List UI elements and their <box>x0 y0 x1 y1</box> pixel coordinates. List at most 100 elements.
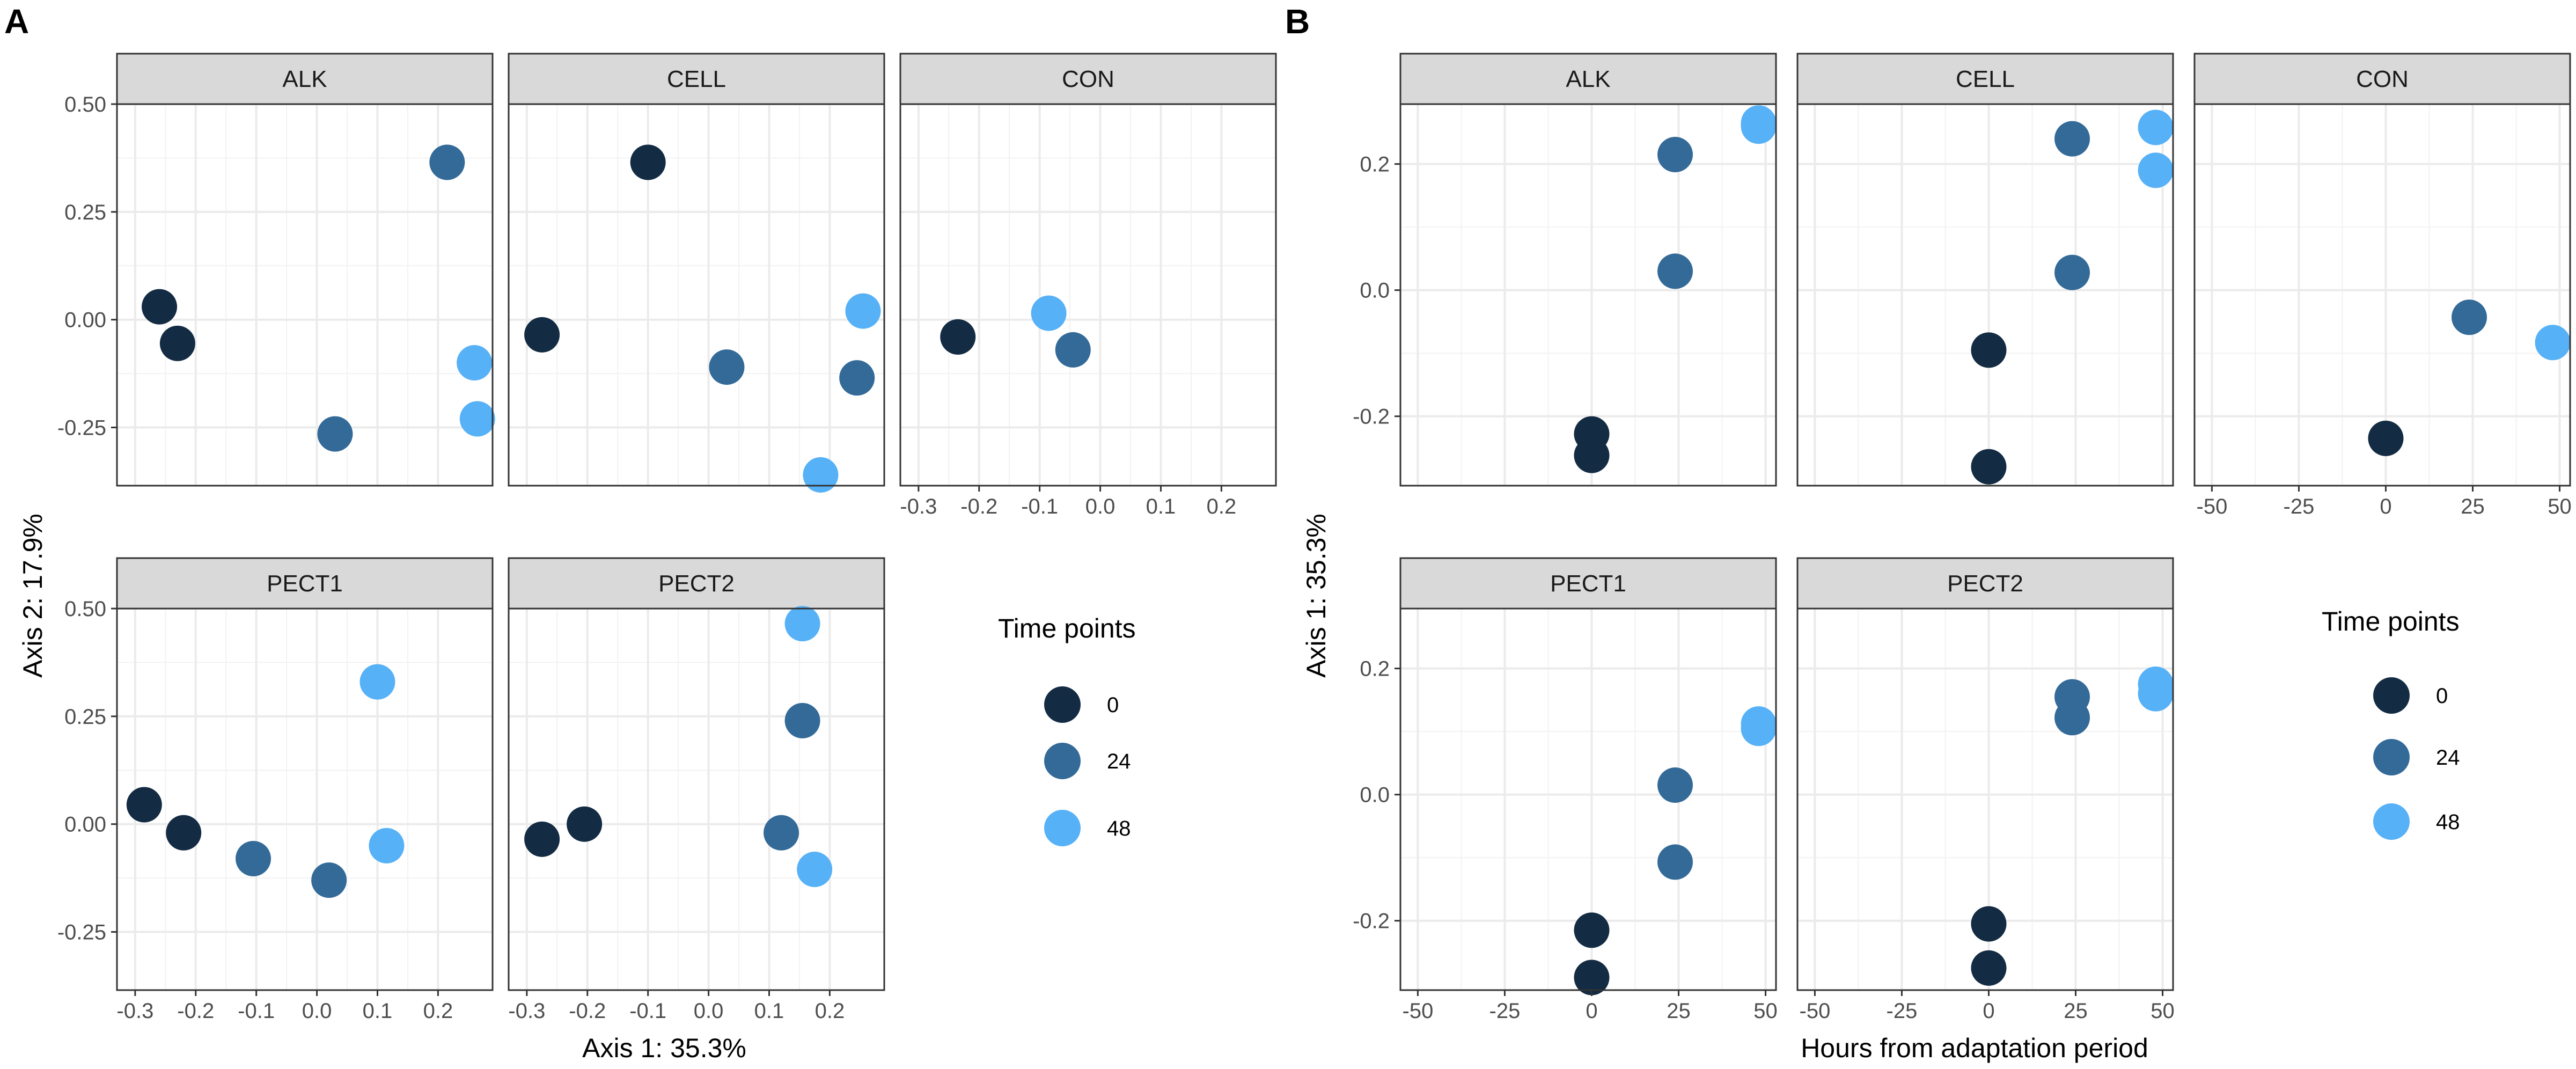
plot-background <box>117 609 493 990</box>
x-tick-label: -0.1 <box>1021 495 1058 518</box>
x-tick-label: 0 <box>2380 495 2391 518</box>
x-tick-label: 0.0 <box>694 999 724 1023</box>
facet-b-con: CON -50 -25 0 25 50 <box>2193 53 2572 518</box>
legend-label: 0 <box>1107 693 1119 717</box>
facet-strip <box>1399 53 1777 105</box>
x-tick-label: -0.1 <box>238 999 275 1023</box>
data-point <box>764 815 799 851</box>
facet-a-pect2: PECT2 -0.3 -0.2 -0.1 0.0 0.1 0.2 <box>508 557 885 1023</box>
data-point <box>159 325 195 361</box>
facet-b-pect2: PECT2 -50 -25 0 25 50 <box>1796 557 2175 1023</box>
facet-strip-label: CELL <box>667 66 726 92</box>
x-tick-label: -0.3 <box>508 999 545 1023</box>
legend-label: 24 <box>1107 750 1131 773</box>
x-tick-label: -0.3 <box>116 999 153 1023</box>
data-point <box>2535 325 2571 361</box>
facet-b-cell: CELL <box>1796 53 2174 487</box>
plot-background <box>900 104 1276 486</box>
x-tick-label: -25 <box>2284 495 2315 518</box>
data-point <box>1741 108 1777 144</box>
data-point <box>524 317 560 353</box>
y-tick-label: -0.2 <box>1353 405 1390 429</box>
data-point <box>126 787 162 823</box>
panel-a-letter: A <box>4 2 29 41</box>
facet-a-pect1: PECT1 0.50 0.25 0.00 -0.25 -0.3 -0.2 -0.1 0.0 0.1… <box>57 557 494 1023</box>
panel-border <box>1399 607 1777 991</box>
y-tick-label: -0.2 <box>1353 910 1390 933</box>
x-tick-label: 0 <box>1586 999 1597 1023</box>
x-tick-label: 0.2 <box>423 999 453 1023</box>
panel-border <box>116 103 494 487</box>
x-tick-label: -0.2 <box>569 999 606 1023</box>
panel-border <box>1399 103 1777 487</box>
data-point <box>839 360 875 396</box>
y-tick-label: 0.2 <box>1360 657 1390 681</box>
x-tick-label: 0.2 <box>815 999 845 1023</box>
data-point <box>797 852 833 888</box>
facet-strip <box>116 53 494 105</box>
data-point <box>1055 332 1091 368</box>
facet-strip-label: ALK <box>1566 66 1610 92</box>
facet-strip-label: PECT1 <box>1550 570 1626 597</box>
x-tick-label: 0.0 <box>302 999 332 1023</box>
facet-strip-label: PECT1 <box>267 570 343 597</box>
legend-label: 48 <box>2436 810 2460 834</box>
y-axis-title-a: Axis 2: 17.9% <box>18 514 48 678</box>
x-tick-label: -25 <box>1887 999 1918 1023</box>
data-point <box>567 806 603 842</box>
data-point <box>524 821 560 857</box>
panel-border <box>508 103 885 487</box>
data-point <box>311 862 347 898</box>
legend-key <box>1044 810 1081 846</box>
data-point <box>784 702 820 738</box>
legend-key <box>2373 803 2410 840</box>
facet-strip <box>508 53 885 105</box>
x-tick-label: 25 <box>1667 999 1691 1023</box>
y-tick-label: 0.00 <box>64 813 106 837</box>
legend-b: Time points 0 24 48 <box>2322 606 2460 840</box>
data-point <box>2452 299 2487 335</box>
x-tick-label: -0.2 <box>960 495 997 518</box>
x-axis-title-b: Hours from adaptation period <box>1801 1033 2148 1063</box>
data-point <box>142 289 178 325</box>
data-point <box>1971 906 2007 942</box>
x-tick-label: -50 <box>1800 999 1831 1023</box>
data-point <box>2054 254 2090 290</box>
data-point <box>2138 676 2174 712</box>
data-point <box>429 144 465 180</box>
x-tick-label: -0.2 <box>177 999 214 1023</box>
y-axis-title-b: Axis 1: 35.3% <box>1301 514 1331 678</box>
legend-a: Time points 0 24 48 <box>998 613 1136 846</box>
legend-key <box>1044 686 1081 723</box>
legend-label: 0 <box>2436 684 2448 708</box>
facet-strip <box>899 53 1277 105</box>
legend-label: 48 <box>1107 817 1131 840</box>
legend-key <box>2373 739 2410 775</box>
data-point <box>359 664 395 700</box>
data-point <box>2054 121 2090 157</box>
plot-background <box>1797 104 2173 486</box>
panel-border <box>508 607 885 991</box>
data-point <box>940 319 976 355</box>
data-point <box>1574 912 1610 948</box>
y-tick-label: -0.25 <box>57 921 106 944</box>
panel-border <box>1796 607 2174 991</box>
plot-background <box>117 104 493 486</box>
y-tick-label: 0.2 <box>1360 153 1390 177</box>
facet-a-alk: ALK 0.50 0.25 0.00 -0.25 <box>57 53 495 487</box>
facet-strip-label: CON <box>1062 66 1114 92</box>
data-point <box>369 828 405 863</box>
data-point <box>1031 295 1067 331</box>
x-tick-label: 25 <box>2064 999 2088 1023</box>
x-tick-label: 0.1 <box>1146 495 1176 518</box>
panel-border <box>2193 103 2571 487</box>
facet-strip <box>1399 557 1777 610</box>
x-tick-label: 0 <box>1983 999 1994 1023</box>
facet-strip-label: CELL <box>1956 66 2015 92</box>
x-tick-label: 50 <box>2151 999 2175 1023</box>
facet-strip-label: ALK <box>282 66 327 92</box>
data-point <box>2368 420 2404 456</box>
panel-border <box>1796 103 2174 487</box>
facet-strip <box>2193 53 2571 105</box>
facet-a-con: CON -0.3 -0.2 -0.1 0.0 0.1 0.2 <box>899 53 1277 518</box>
